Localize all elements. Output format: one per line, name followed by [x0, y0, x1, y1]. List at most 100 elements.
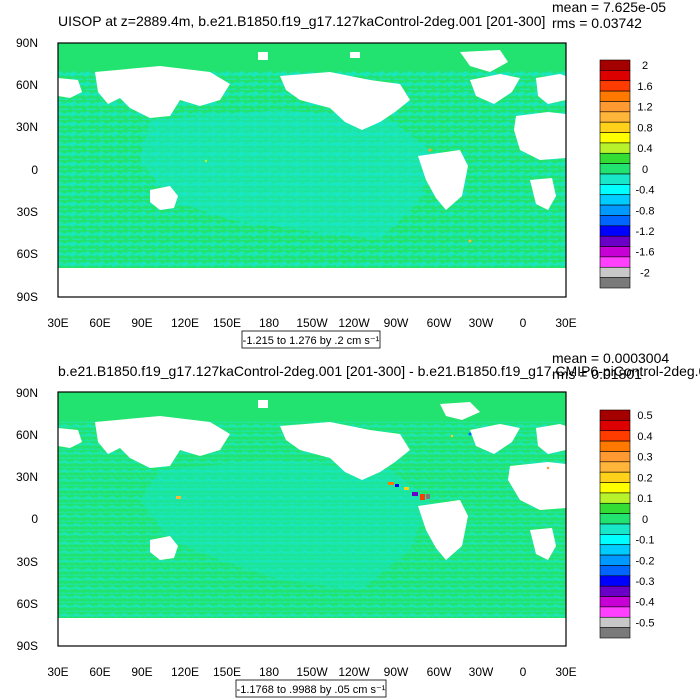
panel-1-xtick: 30W [469, 316, 494, 330]
colorbar-label: 0.2 [637, 472, 652, 484]
panel-1-y-axis: 90N 60N 30N 0 30S 60S 90S [16, 36, 38, 304]
panel-1-ytick: 30N [16, 120, 38, 134]
panel-2-ytick: 90S [17, 639, 38, 653]
panel-2-xtick: 30E [555, 665, 576, 679]
panel-2-xtick: 60E [89, 665, 110, 679]
panel-1-ytick: 90S [17, 290, 38, 304]
colorbar-swatch [599, 534, 631, 546]
panel-2-ytick: 30S [17, 555, 38, 569]
colorbar-swatch [599, 585, 631, 597]
panel-2-ytick: 60N [16, 428, 38, 442]
colorbar-swatch [599, 184, 631, 196]
colorbar-swatch [599, 132, 631, 144]
colorbar-swatch [599, 409, 631, 421]
panel-1-xtick: 60W [427, 316, 452, 330]
colorbar-label: -0.2 [636, 555, 655, 567]
panel-2-ytick: 60S [17, 597, 38, 611]
colorbar-swatch [599, 616, 631, 628]
colorbar-label: 0.5 [637, 410, 652, 422]
colorbar-swatch [599, 90, 631, 102]
colorbar-swatch [599, 513, 631, 525]
colorbar-swatch [599, 606, 631, 618]
colorbar-label: -0.3 [636, 576, 655, 588]
panel-1-map [57, 42, 567, 298]
panel-2: b.e21.B1850.f19_g17.127kaControl-2deg.00… [16, 350, 700, 698]
panel-1: UISOP at z=2889.4m, b.e21.B1850.f19_g17.… [16, 0, 666, 349]
colorbar-swatch [599, 523, 631, 535]
colorbar-swatch [599, 627, 631, 639]
panel-1-xtick: 120W [338, 316, 370, 330]
colorbar-swatch [599, 430, 631, 442]
colorbar-label: -2 [640, 267, 650, 279]
panel-1-title: UISOP at z=2889.4m, b.e21.B1850.f19_g17.… [58, 13, 545, 29]
colorbar-swatch [599, 101, 631, 113]
panel-2-xtick: 30E [47, 665, 68, 679]
colorbar-label: 1.6 [637, 81, 652, 93]
colorbar-swatch [599, 492, 631, 504]
panel-2-xtick: 60W [427, 665, 452, 679]
colorbar-swatch [599, 194, 631, 206]
panel-1-ytick: 90N [16, 36, 38, 50]
colorbar-swatch [599, 80, 631, 92]
colorbar-swatch [599, 142, 631, 154]
panel-1-xtick: 90E [131, 316, 152, 330]
colorbar-label: 0 [642, 164, 648, 176]
colorbar-swatch [599, 225, 631, 237]
colorbar-label: -0.4 [636, 597, 655, 609]
panel-1-contour-label: -1.215 to 1.276 by .2 cm s⁻¹ [243, 335, 380, 347]
panel-2-xtick: 90E [131, 665, 152, 679]
colorbar-swatch [599, 256, 631, 268]
panel-1-ytick: 0 [31, 163, 38, 177]
panel-2-xtick: 0 [520, 665, 527, 679]
panel-2-ytick: 90N [16, 386, 38, 400]
colorbar-label: 0.8 [637, 122, 652, 134]
colorbar-label: -0.5 [636, 617, 655, 629]
panel-1-land [58, 50, 566, 297]
panel-1-colorbar: 2 1.6 1.2 0.8 0.4 0 -0.4 -0.8 -1.2 -1.6 -2 [599, 59, 655, 289]
panel-2-colorbar: 0.5 0.4 0.3 0.2 0.1 0 -0.1 -0.2 -0.3 -0.4 -0.5 [599, 409, 655, 639]
colorbar-swatch [599, 596, 631, 608]
panel-2-xtick: 150W [296, 665, 328, 679]
panel-2-title: b.e21.B1850.f19_g17.127kaControl-2deg.00… [58, 363, 700, 379]
panel-1-xtick: 180 [259, 316, 279, 330]
colorbar-swatch [599, 163, 631, 175]
colorbar-swatch [599, 565, 631, 577]
panel-2-contour-info: -1.1768 to .9988 by .05 cm s⁻¹ [235, 679, 387, 698]
colorbar-swatch [599, 111, 631, 123]
colorbar-label: 0.1 [637, 493, 652, 505]
colorbar-label: -0.1 [636, 535, 655, 547]
colorbar-swatch [599, 173, 631, 185]
colorbar-swatch [599, 152, 631, 164]
colorbar-swatch [599, 215, 631, 227]
colorbar-label: 0.4 [637, 431, 652, 443]
panel-1-mean: mean = 7.625e-05 [552, 0, 666, 15]
panel-1-xtick: 150E [213, 316, 241, 330]
panel-2-ytick: 30N [16, 470, 38, 484]
colorbar-label: -0.8 [636, 205, 655, 217]
panel-1-ytick: 60S [17, 247, 38, 261]
panel-2-y-axis: 90N 60N 30N 0 30S 60S 90S [16, 386, 38, 653]
panel-2-ytick: 0 [31, 512, 38, 526]
colorbar-label: 0 [642, 514, 648, 526]
colorbar-swatch [599, 420, 631, 432]
panel-2-mean: mean = 0.0003004 [552, 350, 669, 366]
colorbar-swatch [599, 121, 631, 133]
panel-1-xtick: 30E [47, 316, 68, 330]
colorbar-swatch [599, 554, 631, 566]
colorbar-swatch [599, 575, 631, 587]
panel-1-rms: rms = 0.03742 [552, 15, 642, 31]
colorbar-swatch [599, 451, 631, 463]
panel-1-xtick: 0 [520, 316, 527, 330]
colorbar-swatch [599, 440, 631, 452]
colorbar-swatch [599, 482, 631, 494]
colorbar-swatch [599, 544, 631, 556]
panel-2-xtick: 150E [213, 665, 241, 679]
colorbar-label: 0.4 [637, 143, 652, 155]
colorbar-swatch [599, 277, 631, 289]
panel-1-contour-info: -1.215 to 1.276 by .2 cm s⁻¹ [241, 330, 381, 349]
colorbar-swatch [599, 204, 631, 216]
colorbar-swatch [599, 235, 631, 247]
colorbar-label: -1.2 [636, 226, 655, 238]
colorbar-label: -0.4 [636, 185, 655, 197]
